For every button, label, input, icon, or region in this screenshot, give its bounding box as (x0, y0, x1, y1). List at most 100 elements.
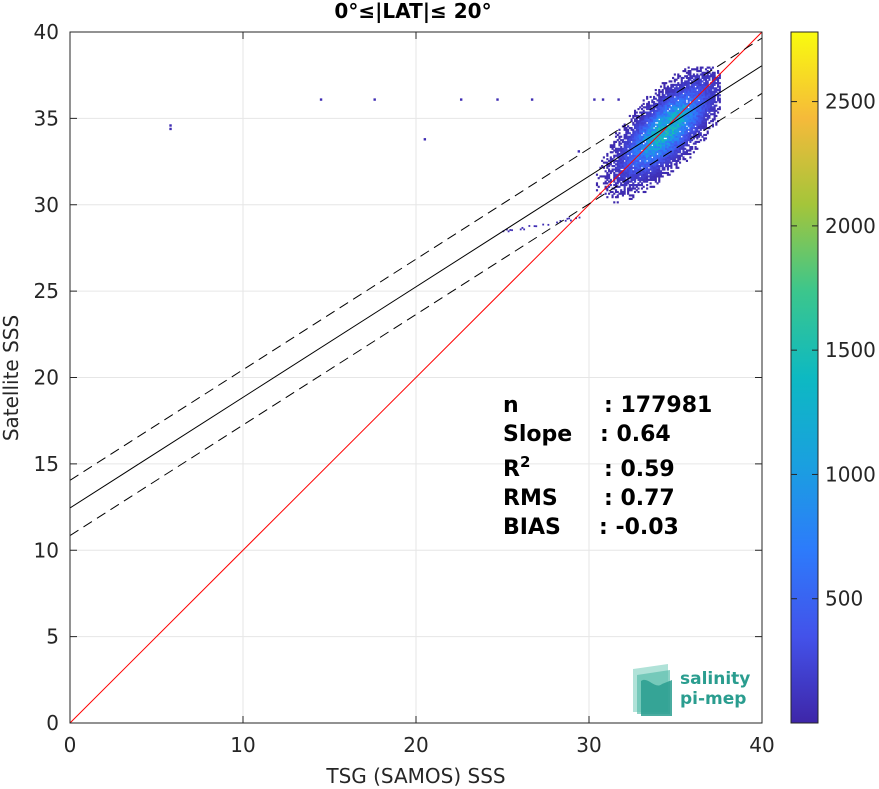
density-cell (649, 125, 652, 128)
density-cell (628, 156, 631, 159)
density-cell (668, 158, 671, 161)
density-cell (680, 147, 683, 150)
density-cell (685, 85, 689, 88)
density-cell (642, 125, 645, 128)
density-cell (639, 177, 642, 180)
density-cell (706, 76, 709, 80)
density-cell (677, 111, 680, 114)
density-cell (656, 163, 659, 166)
density-cell (699, 113, 702, 116)
density-cell (699, 111, 702, 114)
density-cell (666, 159, 669, 162)
density-cell (658, 120, 661, 123)
density-cell (647, 139, 650, 142)
density-cell (606, 175, 609, 178)
density-cell (692, 106, 695, 109)
density-cell (646, 170, 649, 173)
density-cell (703, 78, 706, 81)
density-cell (703, 85, 706, 88)
density-cell (663, 85, 666, 88)
density-cell (677, 135, 680, 138)
density-cell (608, 170, 611, 173)
density-cell (708, 109, 711, 112)
density-cell (632, 133, 635, 137)
density-cell (691, 68, 694, 71)
density-cell (670, 147, 673, 150)
density-cell (632, 187, 635, 190)
density-cell (708, 116, 711, 119)
density-cell (639, 118, 642, 121)
density-cell (689, 149, 692, 152)
density-cell (701, 135, 704, 138)
density-cell (639, 146, 642, 149)
density-cell (601, 159, 604, 162)
density-cell (653, 121, 656, 124)
density-cell (644, 125, 647, 128)
density-cell (684, 144, 687, 147)
density-cell (670, 151, 673, 154)
density-cell (649, 116, 652, 119)
density-cell (653, 118, 656, 121)
density-cell (569, 219, 572, 222)
density-cell (647, 111, 650, 114)
density-cell (678, 114, 682, 118)
density-cell (599, 166, 602, 169)
density-cell (701, 66, 704, 69)
density-cell (689, 97, 692, 100)
density-cell (677, 140, 680, 143)
density-cell (701, 104, 704, 107)
density-cell (675, 78, 678, 81)
density-cell (684, 70, 687, 73)
density-cell (628, 144, 631, 147)
density-cell (703, 75, 706, 78)
density-cell (685, 83, 689, 86)
density-cell (649, 175, 652, 178)
density-cell (625, 128, 628, 131)
density-cell (654, 123, 657, 126)
density-cell (639, 125, 642, 128)
density-cell (670, 87, 673, 90)
density-cell (651, 123, 654, 126)
density-cell (711, 123, 714, 126)
density-cell (696, 135, 699, 138)
density-cell (675, 118, 678, 121)
density-cell (675, 159, 678, 162)
density-cell (632, 161, 635, 164)
density-cell (614, 140, 618, 143)
density-cell (691, 108, 694, 111)
density-cell (614, 170, 618, 173)
density-cell (692, 132, 695, 135)
density-cell (677, 116, 680, 119)
density-cell (623, 189, 626, 192)
density-cell (692, 118, 695, 121)
density-cell (682, 120, 685, 123)
density-cell (637, 177, 640, 180)
density-cell (618, 192, 621, 195)
density-cell (628, 151, 631, 154)
density-cell (680, 78, 683, 81)
density-cell (668, 149, 671, 152)
density-cell (672, 108, 675, 111)
density-cell (630, 133, 633, 137)
density-cell (661, 139, 664, 142)
density-cell (677, 87, 680, 90)
density-cell (717, 111, 720, 114)
density-cell (633, 173, 637, 176)
density-cell (637, 158, 640, 161)
density-cell (697, 127, 701, 130)
density-cell (640, 104, 644, 107)
density-cell (628, 180, 631, 183)
density-cell (618, 163, 621, 166)
density-cell (663, 97, 666, 100)
density-cell (640, 121, 644, 124)
density-cell (670, 161, 673, 164)
density-cell (620, 163, 623, 166)
density-cell (692, 101, 695, 104)
density-cell (718, 108, 721, 111)
density-cell (668, 94, 671, 97)
stat-label-bias: BIAS (503, 515, 561, 540)
density-cell (699, 109, 702, 112)
density-cell (658, 92, 661, 95)
density-cell (717, 97, 720, 100)
density-cell (682, 158, 685, 161)
